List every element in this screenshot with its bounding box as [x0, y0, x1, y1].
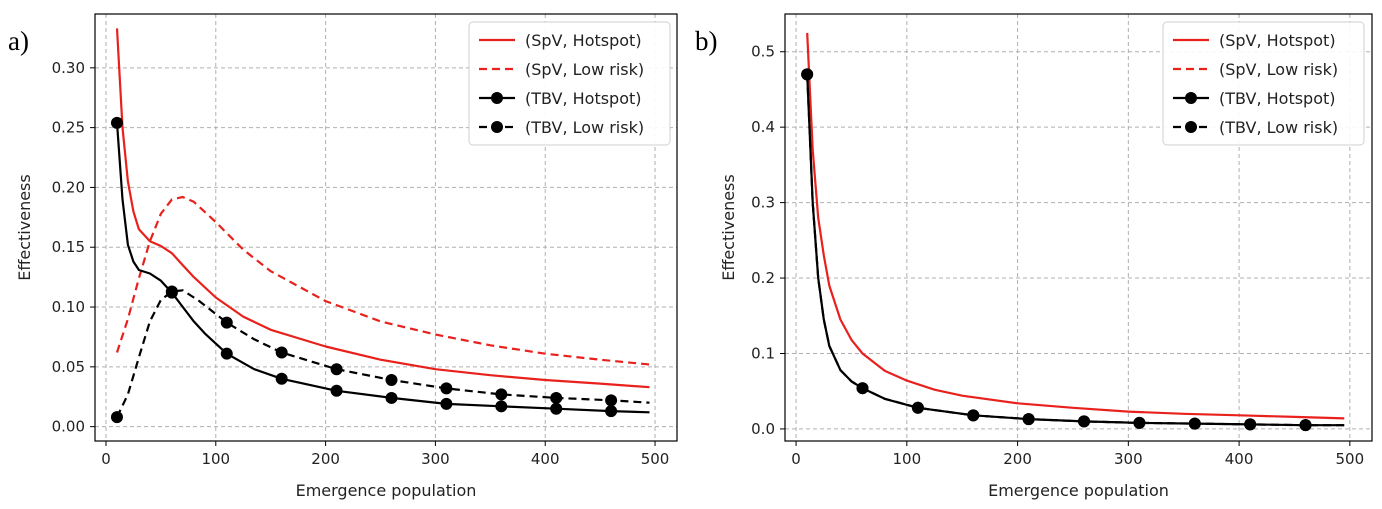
data-point [801, 68, 814, 81]
data-point [495, 388, 508, 401]
data-point [275, 372, 288, 385]
x-tick-label: 400 [531, 450, 560, 468]
data-point [495, 400, 508, 413]
legend: (SpV, Hotspot) (SpV, Low risk) (TBV, Hotsp… [1162, 21, 1365, 146]
y-tick-label: 0.3 [751, 194, 775, 212]
data-point [165, 285, 178, 298]
data-point [856, 382, 869, 395]
series-line-1 [115, 195, 650, 366]
x-axis-label: Emergence population [988, 481, 1169, 500]
data-point [1299, 419, 1312, 432]
y-tick-label: 0.20 [52, 178, 85, 196]
series-line-0 [115, 28, 650, 389]
legend-marker [491, 92, 503, 104]
y-tick-label: 0.4 [751, 118, 775, 136]
data-point [275, 346, 288, 359]
axes-frame [784, 13, 1373, 442]
y-tick-label: 0.00 [52, 418, 85, 436]
y-tick-label: 0.15 [52, 238, 85, 256]
legend-marker [1185, 92, 1197, 104]
data-point [110, 411, 123, 424]
series-line-3 [116, 289, 650, 418]
data-point [440, 397, 453, 410]
data-point [330, 384, 343, 397]
legend-marker [491, 121, 503, 133]
y-tick-label: 0.2 [751, 269, 775, 287]
data-point [550, 391, 563, 404]
x-tick-label: 500 [641, 450, 670, 468]
data-point [1188, 417, 1201, 430]
y-axis-label: Effectiveness [719, 174, 738, 280]
x-tick-label: 200 [1003, 450, 1032, 468]
data-point [385, 374, 398, 386]
chart-panel-a: 0 100 200 300 400 500 0.00 0.05 0.10 0.15 0.20 0.25… [8, 13, 678, 500]
y-tick-label: 0.1 [751, 344, 775, 362]
x-tick-label: 100 [201, 450, 230, 468]
data-point [1133, 416, 1146, 429]
legend-label-2: (TBV, Hotspot) [1219, 89, 1336, 108]
y-tick-label: 0.05 [52, 358, 85, 376]
series-line-2 [115, 122, 650, 414]
data-point [1022, 413, 1035, 426]
x-tick-label: 500 [1336, 450, 1365, 468]
x-tick-label: 200 [311, 450, 340, 468]
panel-label: a) [8, 26, 29, 56]
data-point [220, 347, 233, 360]
legend-label-0: (SpV, Hotspot) [525, 31, 642, 50]
axes-frame [94, 13, 678, 442]
data-point [440, 382, 453, 395]
legend-marker [1185, 121, 1197, 133]
x-tick-label: 300 [421, 450, 450, 468]
y-tick-label: 0.5 [751, 43, 775, 61]
legend-label-3: (TBV, Low risk) [525, 118, 644, 137]
legend: (SpV, Hotspot) (SpV, Low risk) (TBV, Hotsp… [468, 21, 671, 146]
data-point [605, 405, 618, 418]
y-axis-label: Effectiveness [15, 174, 34, 280]
series-line-3 [806, 74, 1345, 427]
panel-label: b) [695, 26, 718, 56]
data-point [330, 363, 343, 376]
y-tick-label: 0.10 [52, 298, 85, 316]
legend-label-2: (TBV, Hotspot) [525, 89, 642, 108]
data-point [1244, 418, 1257, 431]
x-axis-label: Emergence population [296, 481, 477, 500]
data-point [220, 316, 233, 329]
legend-label-1: (SpV, Low risk) [1219, 60, 1338, 79]
chart-panel-b: 0 100 200 300 400 500 0.0 0.1 0.2 0.3 0.4 0.5 Emerge… [695, 13, 1373, 500]
x-tick-label: 300 [1114, 450, 1143, 468]
data-point [911, 401, 924, 414]
series-line-0 [806, 32, 1345, 420]
x-tick-label: 0 [101, 450, 111, 468]
data-point [967, 409, 980, 422]
data-point [385, 391, 398, 404]
y-tick-label: 0.25 [52, 119, 85, 137]
x-tick-label: 400 [1225, 450, 1254, 468]
data-point [110, 116, 123, 129]
legend-box [468, 21, 671, 146]
y-tick-label: 0.30 [52, 59, 85, 77]
data-point [1078, 415, 1091, 428]
legend-label-3: (TBV, Low risk) [1219, 118, 1338, 137]
legend-box [1162, 21, 1365, 146]
data-point [605, 394, 618, 407]
legend-label-1: (SpV, Low risk) [525, 60, 644, 79]
x-tick-label: 100 [893, 450, 922, 468]
legend-label-0: (SpV, Hotspot) [1219, 31, 1336, 50]
data-point [550, 402, 563, 415]
x-tick-label: 0 [791, 450, 801, 468]
y-tick-label: 0.0 [751, 420, 775, 438]
